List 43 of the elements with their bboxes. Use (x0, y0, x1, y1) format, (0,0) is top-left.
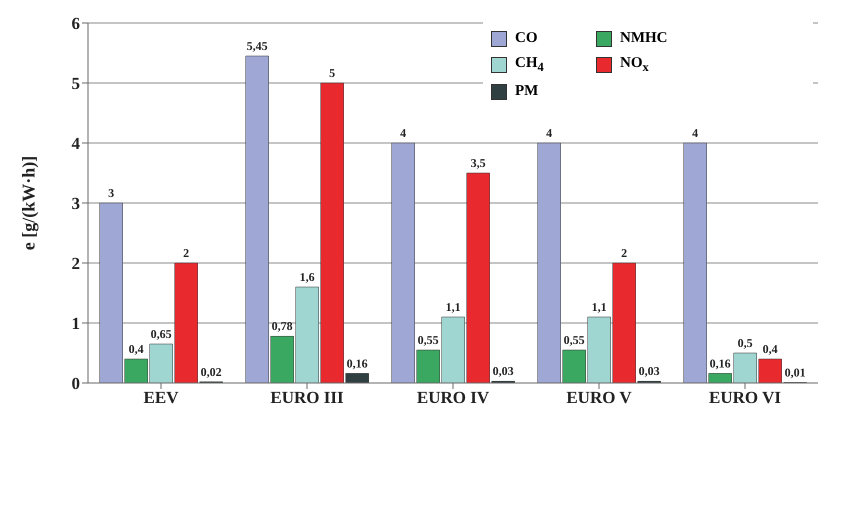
data-label: 0,4 (128, 342, 144, 356)
data-label: 0,4 (762, 342, 778, 356)
data-label: 5,45 (246, 39, 268, 53)
data-label: 1,6 (300, 270, 315, 284)
data-label: 0,78 (272, 319, 293, 334)
y-tick-label: 5 (72, 74, 80, 94)
x-tick-label: EURO V (566, 388, 632, 408)
y-tick-label: 6 (72, 14, 80, 34)
data-label: 0,65 (150, 327, 172, 341)
data-label: 1,1 (446, 300, 461, 314)
data-label: 0,16 (346, 356, 368, 370)
x-tick-label: EURO III (270, 388, 344, 408)
data-label: 2 (621, 246, 628, 260)
legend-label: CO (515, 30, 538, 47)
legend-label: NMHC (620, 30, 668, 47)
x-tick-label: EURO IV (416, 388, 490, 408)
data-label: 0,02 (200, 364, 222, 379)
y-axis-title: e [g/(kW·h)] (18, 156, 38, 250)
data-label: 5 (329, 66, 336, 80)
data-label: 3,5 (470, 156, 486, 170)
x-tick-label: EURO VI (709, 388, 782, 408)
y-tick-label: 1 (72, 314, 80, 334)
data-label: 4 (400, 126, 406, 140)
data-label: 4 (692, 126, 698, 140)
data-label: 2 (183, 246, 190, 260)
data-label: 0,16 (710, 356, 731, 370)
legend-label: CH$_{4}$ (515, 55, 544, 75)
data-label: 4 (546, 126, 552, 140)
x-tick-label: EEV (144, 388, 180, 408)
data-label: 0,03 (638, 364, 660, 378)
y-tick-label: 3 (72, 194, 80, 214)
y-tick-label: 4 (72, 134, 80, 154)
y-tick-label: 2 (72, 254, 80, 274)
data-label: 3 (108, 186, 114, 200)
data-label: 1,1 (592, 300, 607, 314)
y-tick-label: 0 (72, 374, 80, 394)
legend-label: PM (515, 83, 538, 100)
data-label: 0,01 (784, 365, 806, 380)
data-label: 0,55 (564, 333, 585, 347)
data-label: 0,5 (738, 336, 753, 350)
data-label: 0,03 (492, 364, 514, 378)
data-label: 0,55 (418, 333, 439, 347)
legend-label: NO$_{x}$ (620, 55, 649, 75)
